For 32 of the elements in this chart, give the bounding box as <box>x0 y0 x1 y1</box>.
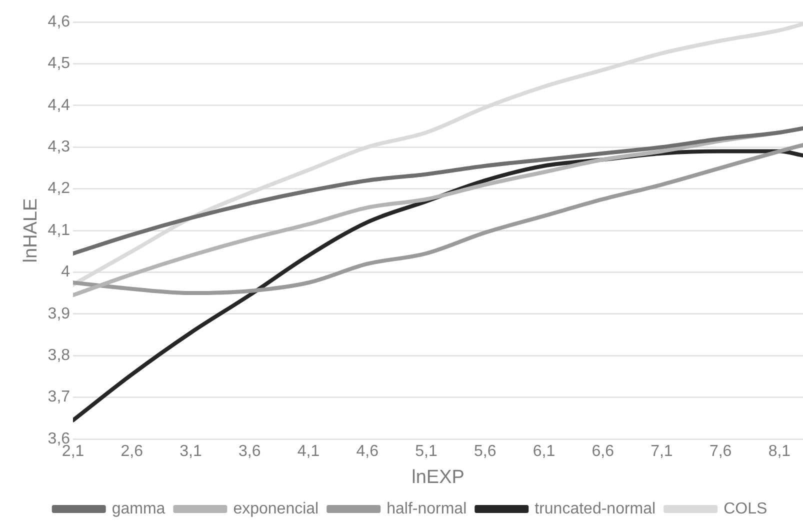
x-tick-label: 4,1 <box>297 443 320 460</box>
legend-label: truncated-normal <box>534 500 656 518</box>
x-tick-label: 2,6 <box>120 443 144 460</box>
legend-label: half-normal <box>386 500 467 518</box>
x-tick-label: 3,6 <box>238 443 261 460</box>
y-tick-label: 3,7 <box>48 388 70 406</box>
x-tick-label: 7,6 <box>709 443 732 460</box>
y-tick-label: 4,2 <box>48 180 70 198</box>
y-tick-label: 3,8 <box>48 347 70 364</box>
x-tick-label: 2,1 <box>62 443 84 460</box>
y-tick-label: 4 <box>61 264 70 281</box>
y-tick-label: 3,9 <box>48 305 70 322</box>
line-series <box>73 22 803 287</box>
x-tick-label: 5,6 <box>474 443 496 460</box>
x-tick-label: 8,1 <box>768 443 791 460</box>
y-tick-label: 4,6 <box>48 13 70 30</box>
x-tick-label: 4,6 <box>356 443 379 460</box>
x-tick-label: 5,1 <box>415 443 438 460</box>
y-tick-label: 4,1 <box>48 222 70 239</box>
y-tick-label: 4,5 <box>48 55 70 72</box>
x-tick-label: 6,1 <box>532 443 556 460</box>
legend-label: COLS <box>724 500 768 518</box>
y-tick-label: 4,3 <box>48 138 70 156</box>
y-axis-title: lnHALE <box>20 198 42 263</box>
legend-label: exponencial <box>233 500 319 518</box>
x-tick-label: 7,1 <box>650 443 673 460</box>
x-axis-title: lnEXP <box>412 466 464 488</box>
legend-label: gamma <box>112 500 166 518</box>
x-tick-label: 3,1 <box>180 443 202 460</box>
line-series <box>73 126 803 256</box>
x-tick-label: 6,6 <box>592 443 614 460</box>
y-tick-label: 4,4 <box>48 96 70 114</box>
